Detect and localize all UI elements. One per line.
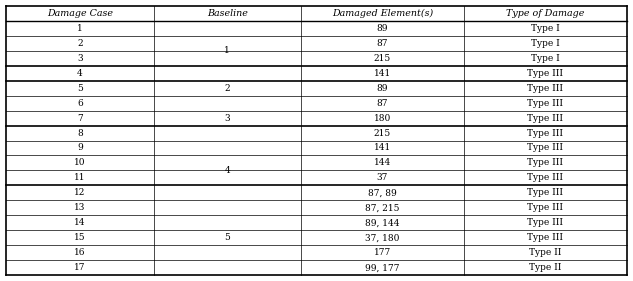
Text: 89: 89 [377, 83, 388, 92]
Text: 37, 180: 37, 180 [365, 234, 399, 243]
Text: Damage Case: Damage Case [47, 9, 113, 18]
Text: 17: 17 [74, 263, 85, 272]
Text: Type II: Type II [529, 248, 561, 257]
Text: 15: 15 [74, 234, 86, 243]
Text: Type III: Type III [527, 128, 563, 137]
Text: 1: 1 [77, 24, 83, 33]
Text: 11: 11 [74, 173, 85, 182]
Text: Type III: Type III [527, 99, 563, 108]
Text: 89: 89 [377, 24, 388, 33]
Text: 12: 12 [74, 189, 85, 198]
Text: 14: 14 [74, 218, 85, 227]
Text: Type III: Type III [527, 158, 563, 167]
Text: 1: 1 [225, 46, 230, 55]
Text: 2: 2 [225, 83, 230, 92]
Text: 7: 7 [77, 114, 83, 123]
Text: 8: 8 [77, 128, 83, 137]
Text: 144: 144 [373, 158, 391, 167]
Text: Type III: Type III [527, 203, 563, 212]
Text: 16: 16 [74, 248, 85, 257]
Text: 99, 177: 99, 177 [365, 263, 399, 272]
Text: 4: 4 [225, 166, 230, 175]
Text: Type III: Type III [527, 114, 563, 123]
Text: Type of Damage: Type of Damage [506, 9, 584, 18]
Text: Type III: Type III [527, 69, 563, 78]
Text: 5: 5 [77, 83, 83, 92]
Text: Damaged Element(s): Damaged Element(s) [332, 8, 433, 18]
Text: 215: 215 [373, 54, 391, 63]
Text: Type III: Type III [527, 218, 563, 227]
Text: 215: 215 [373, 128, 391, 137]
Text: Type I: Type I [531, 54, 560, 63]
Text: 141: 141 [373, 69, 391, 78]
Text: 87, 215: 87, 215 [365, 203, 399, 212]
Text: 87, 89: 87, 89 [368, 189, 397, 198]
Text: 37: 37 [377, 173, 388, 182]
Text: 3: 3 [225, 114, 230, 123]
Text: Baseline: Baseline [207, 9, 248, 18]
Text: 89, 144: 89, 144 [365, 218, 399, 227]
Text: 9: 9 [77, 144, 83, 153]
Text: 13: 13 [74, 203, 85, 212]
Text: 177: 177 [373, 248, 391, 257]
Text: 2: 2 [77, 38, 83, 47]
Text: Type II: Type II [529, 263, 561, 272]
Text: Type III: Type III [527, 173, 563, 182]
Text: 180: 180 [373, 114, 391, 123]
Text: 87: 87 [377, 38, 388, 47]
Text: 4: 4 [77, 69, 83, 78]
Text: 141: 141 [373, 144, 391, 153]
Text: 87: 87 [377, 99, 388, 108]
Text: 3: 3 [77, 54, 83, 63]
Text: Type III: Type III [527, 234, 563, 243]
Text: 5: 5 [224, 234, 230, 243]
Text: Type I: Type I [531, 38, 560, 47]
Text: Type I: Type I [531, 24, 560, 33]
Text: 10: 10 [74, 158, 85, 167]
Text: Type III: Type III [527, 83, 563, 92]
Text: Type III: Type III [527, 144, 563, 153]
Text: 6: 6 [77, 99, 83, 108]
Text: Type III: Type III [527, 189, 563, 198]
